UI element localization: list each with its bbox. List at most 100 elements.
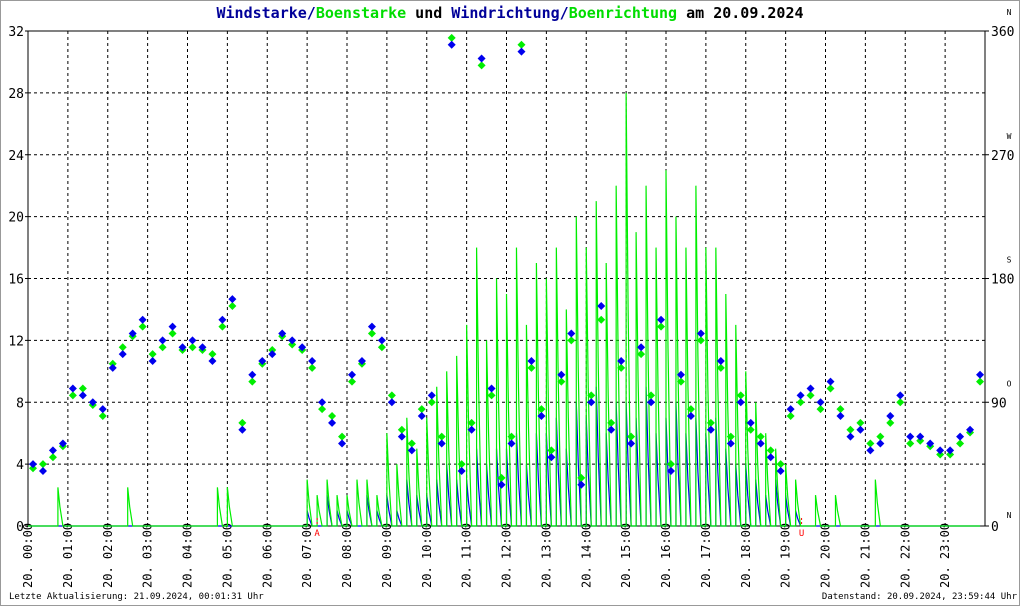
direction-point-boenrichtung [238,418,247,427]
direction-point-windrichtung [856,425,865,434]
x-tick-label: 20. 06:00 [260,523,274,588]
direction-point-windrichtung [318,398,327,407]
direction-point-windrichtung [537,412,546,420]
x-tick-label: 20. 07:00 [300,523,314,588]
direction-point-windrichtung [28,460,37,469]
direction-point-windrichtung [128,329,137,338]
direction-point-windrichtung [288,336,297,345]
direction-point-boenrichtung [318,405,327,414]
direction-point-windrichtung [916,432,925,441]
y-right-tick-label: 90 [991,396,1007,411]
y-left-tick-label: 24 [8,149,24,164]
direction-point-boenrichtung [308,363,317,372]
direction-point-windrichtung [437,439,446,448]
direction-point-windrichtung [308,357,317,365]
direction-point-boenrichtung [158,343,167,352]
direction-point-boenrichtung [417,405,426,414]
x-tick-label: 20. 13:00 [539,523,553,588]
direction-point-windrichtung [766,453,775,462]
direction-point-boenrichtung [78,384,87,393]
direction-point-windrichtung [487,384,496,393]
x-tick-label: 20. 16:00 [659,523,673,588]
direction-point-windrichtung [447,40,456,49]
direction-point-windrichtung [188,336,197,345]
y-right-tick-label: 0 [991,520,999,535]
direction-point-boenrichtung [936,450,945,459]
direction-point-boenrichtung [657,322,666,331]
compass-label: O [1007,379,1012,388]
direction-point-boenrichtung [347,377,356,386]
direction-point-boenrichtung [437,432,446,441]
direction-point-windrichtung [108,363,117,372]
direction-point-boenrichtung [916,436,925,445]
direction-point-windrichtung [736,398,745,407]
direction-point-boenrichtung [706,418,715,427]
direction-point-windrichtung [268,350,277,359]
direction-point-windrichtung [686,412,695,420]
direction-point-boenrichtung [547,446,556,455]
y-left-tick-label: 12 [8,334,24,349]
direction-point-boenrichtung [427,398,436,407]
direction-point-boenrichtung [288,340,297,349]
direction-point-windrichtung [338,439,347,448]
direction-point-windrichtung [946,446,955,455]
y-right-tick-label: 270 [991,149,1014,164]
direction-point-boenrichtung [268,346,277,354]
direction-point-boenrichtung [68,391,77,400]
direction-point-boenrichtung [666,460,675,469]
direction-point-windrichtung [88,398,97,407]
direction-point-windrichtung [547,453,556,462]
x-tick-label: 20. 00:00 [21,523,35,588]
series-line-boenstarke [28,92,981,527]
x-tick-label: 20. 04:00 [181,523,195,588]
direction-point-windrichtung [138,315,147,324]
data-timestamp-text: Datenstand: 20.09.2024, 23:59:44 Uhr [821,592,1017,602]
title-date: am 20.09.2024 [677,4,804,22]
direction-point-boenrichtung [28,464,37,473]
x-tick-label: 20. 18:00 [739,523,753,588]
compass-label: N [1007,8,1012,17]
x-tick-label: 20. 14:00 [579,523,593,588]
title-windrichtung: Windrichtung [451,4,560,22]
y-left-tick-label: 20 [8,211,24,226]
title-boenstarke: Boenstarke [315,4,407,22]
direction-point-windrichtung [627,439,636,448]
direction-point-boenrichtung [397,425,406,434]
x-tick-label: 20. 01:00 [61,523,75,588]
direction-point-windrichtung [387,398,396,407]
direction-point-windrichtung [557,370,566,379]
direction-point-windrichtung [198,343,207,352]
direction-point-windrichtung [38,467,47,475]
direction-point-boenrichtung [836,405,845,414]
direction-point-boenrichtung [776,460,785,469]
direction-point-windrichtung [936,446,945,455]
direction-point-boenrichtung [118,343,127,352]
direction-point-boenrichtung [866,439,875,448]
direction-point-windrichtung [776,467,785,475]
direction-point-boenrichtung [98,412,107,420]
direction-point-windrichtung [637,343,646,352]
direction-point-windrichtung [298,343,307,352]
direction-point-windrichtung [158,336,167,345]
direction-point-windrichtung [58,439,67,448]
direction-point-boenrichtung [577,473,586,482]
direction-point-boenrichtung [338,432,347,441]
x-tick-label: 20. 10:00 [420,523,434,588]
direction-point-windrichtung [367,322,376,331]
direction-point-boenrichtung [487,391,496,400]
direction-point-windrichtung [68,384,77,393]
direction-point-windrichtung [517,47,526,56]
direction-point-boenrichtung [467,418,476,427]
direction-point-boenrichtung [557,377,566,386]
direction-point-windrichtung [816,398,825,407]
direction-point-boenrichtung [786,412,795,420]
title-boenrichtung: Boenrichtung [568,4,678,22]
direction-point-boenrichtung [617,363,626,372]
y-left-tick-label: 16 [8,273,24,288]
direction-point-windrichtung [666,467,675,475]
direction-point-boenrichtung [946,450,955,459]
direction-point-boenrichtung [756,432,765,441]
direction-point-boenrichtung [377,343,386,352]
direction-point-windrichtung [118,350,127,359]
